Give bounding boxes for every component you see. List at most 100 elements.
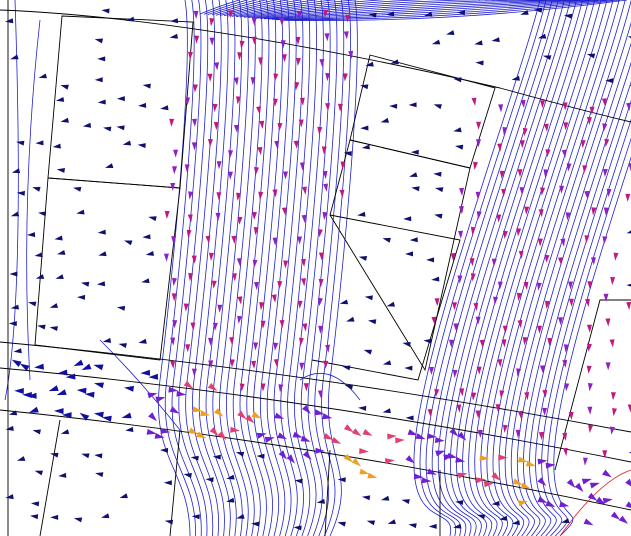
flux-line bbox=[504, 0, 631, 536]
vector-arrow bbox=[498, 454, 508, 461]
vector-arrow bbox=[322, 211, 328, 221]
vector-arrow bbox=[522, 337, 528, 346]
vector-arrow bbox=[316, 498, 325, 504]
vector-arrow bbox=[185, 344, 191, 353]
vector-arrow bbox=[511, 520, 520, 525]
vector-arrow bbox=[346, 316, 355, 322]
vector-arrow bbox=[260, 383, 266, 392]
vector-arrow bbox=[116, 305, 126, 311]
vector-arrow bbox=[212, 103, 218, 112]
vector-arrow bbox=[188, 272, 194, 282]
vector-arrow bbox=[386, 11, 395, 17]
vector-arrow bbox=[245, 414, 255, 424]
vector-arrow bbox=[194, 35, 200, 44]
vector-arrow bbox=[324, 33, 330, 42]
vector-arrow bbox=[116, 125, 125, 131]
vector-arrow bbox=[539, 365, 545, 374]
vector-arrow bbox=[65, 373, 76, 380]
vector-arrow bbox=[450, 253, 456, 262]
vector-arrow bbox=[339, 299, 349, 305]
flux-line bbox=[164, 0, 197, 536]
vector-arrow bbox=[76, 387, 87, 394]
vector-arrow bbox=[252, 211, 257, 220]
vector-arrow bbox=[583, 518, 594, 526]
vector-arrow bbox=[318, 229, 323, 238]
vector-arrow bbox=[618, 515, 629, 524]
vector-arrow bbox=[586, 53, 596, 59]
vector-arrow bbox=[470, 226, 476, 236]
vector-arrow bbox=[357, 211, 366, 217]
vector-arrow bbox=[455, 456, 466, 463]
vector-arrow bbox=[610, 511, 621, 520]
vector-arrow bbox=[365, 61, 374, 67]
gap-upper bbox=[0, 341, 631, 433]
vector-arrow bbox=[453, 77, 462, 83]
vector-arrow bbox=[191, 514, 200, 520]
vector-arrow bbox=[237, 216, 243, 225]
vector-arrow bbox=[562, 359, 568, 368]
vector-arrow bbox=[228, 171, 233, 180]
flux-line bbox=[273, 0, 304, 536]
vector-arrow bbox=[11, 359, 22, 367]
vector-arrow bbox=[520, 99, 526, 108]
vector-arrow bbox=[408, 102, 417, 108]
vector-arrow bbox=[358, 405, 367, 411]
flux-line bbox=[219, 0, 249, 536]
vector-arrow bbox=[8, 321, 17, 327]
vector-arrow bbox=[348, 50, 354, 59]
vector-arrow bbox=[470, 273, 476, 282]
vector-arrow bbox=[525, 460, 536, 467]
vector-arrow bbox=[559, 185, 565, 194]
vector-arrow bbox=[192, 406, 203, 413]
flux-line bbox=[307, 0, 338, 536]
vector-arrow bbox=[187, 214, 193, 223]
vector-arrow bbox=[257, 146, 263, 156]
vector-arrow bbox=[587, 492, 598, 501]
vector-arrow bbox=[453, 523, 462, 529]
vector-arrow bbox=[217, 304, 223, 313]
vector-arrow bbox=[191, 142, 197, 151]
flux-line bbox=[275, 0, 614, 21]
vector-arrow bbox=[337, 521, 346, 527]
vector-arrow bbox=[253, 227, 259, 236]
vector-arrow bbox=[434, 437, 445, 443]
vector-arrow bbox=[233, 124, 239, 133]
vector-arrow bbox=[293, 140, 299, 149]
flux-line bbox=[328, 0, 358, 536]
vector-arrow bbox=[566, 478, 576, 488]
vector-arrow bbox=[590, 257, 596, 266]
vector-arrow bbox=[540, 100, 545, 109]
vector-arrow bbox=[124, 385, 134, 392]
vector-arrow bbox=[455, 144, 464, 150]
flux-line bbox=[207, 0, 494, 15]
vector-arrow bbox=[142, 83, 151, 89]
vector-arrow bbox=[431, 316, 437, 325]
vector-arrow bbox=[431, 39, 441, 45]
vector-arrow bbox=[253, 281, 259, 291]
vector-arrow bbox=[626, 301, 631, 310]
vector-arrow bbox=[233, 77, 239, 86]
flux-line bbox=[219, 0, 515, 16]
vector-arrow bbox=[343, 424, 354, 433]
vector-arrow bbox=[503, 424, 508, 433]
vector-arrow bbox=[318, 278, 324, 287]
vector-arrow bbox=[582, 165, 588, 174]
vector-arrow bbox=[229, 337, 235, 346]
vector-arrow bbox=[190, 322, 196, 331]
vector-arrow bbox=[230, 426, 240, 433]
vector-arrow bbox=[252, 259, 258, 268]
vector-arrow bbox=[427, 409, 433, 418]
vector-arrow bbox=[239, 383, 245, 392]
flux-line bbox=[299, 372, 361, 401]
vector-arrow bbox=[208, 360, 214, 369]
flux-line bbox=[211, 0, 501, 16]
vector-arrow bbox=[299, 162, 305, 171]
flux-line bbox=[239, 0, 270, 536]
vector-arrow bbox=[368, 12, 377, 18]
vector-arrow bbox=[543, 123, 549, 132]
vector-arrow bbox=[214, 62, 220, 71]
vector-arrow bbox=[322, 170, 328, 180]
vector-arrow bbox=[52, 143, 61, 149]
vector-arrow bbox=[323, 360, 329, 369]
vector-arrow bbox=[491, 500, 500, 506]
